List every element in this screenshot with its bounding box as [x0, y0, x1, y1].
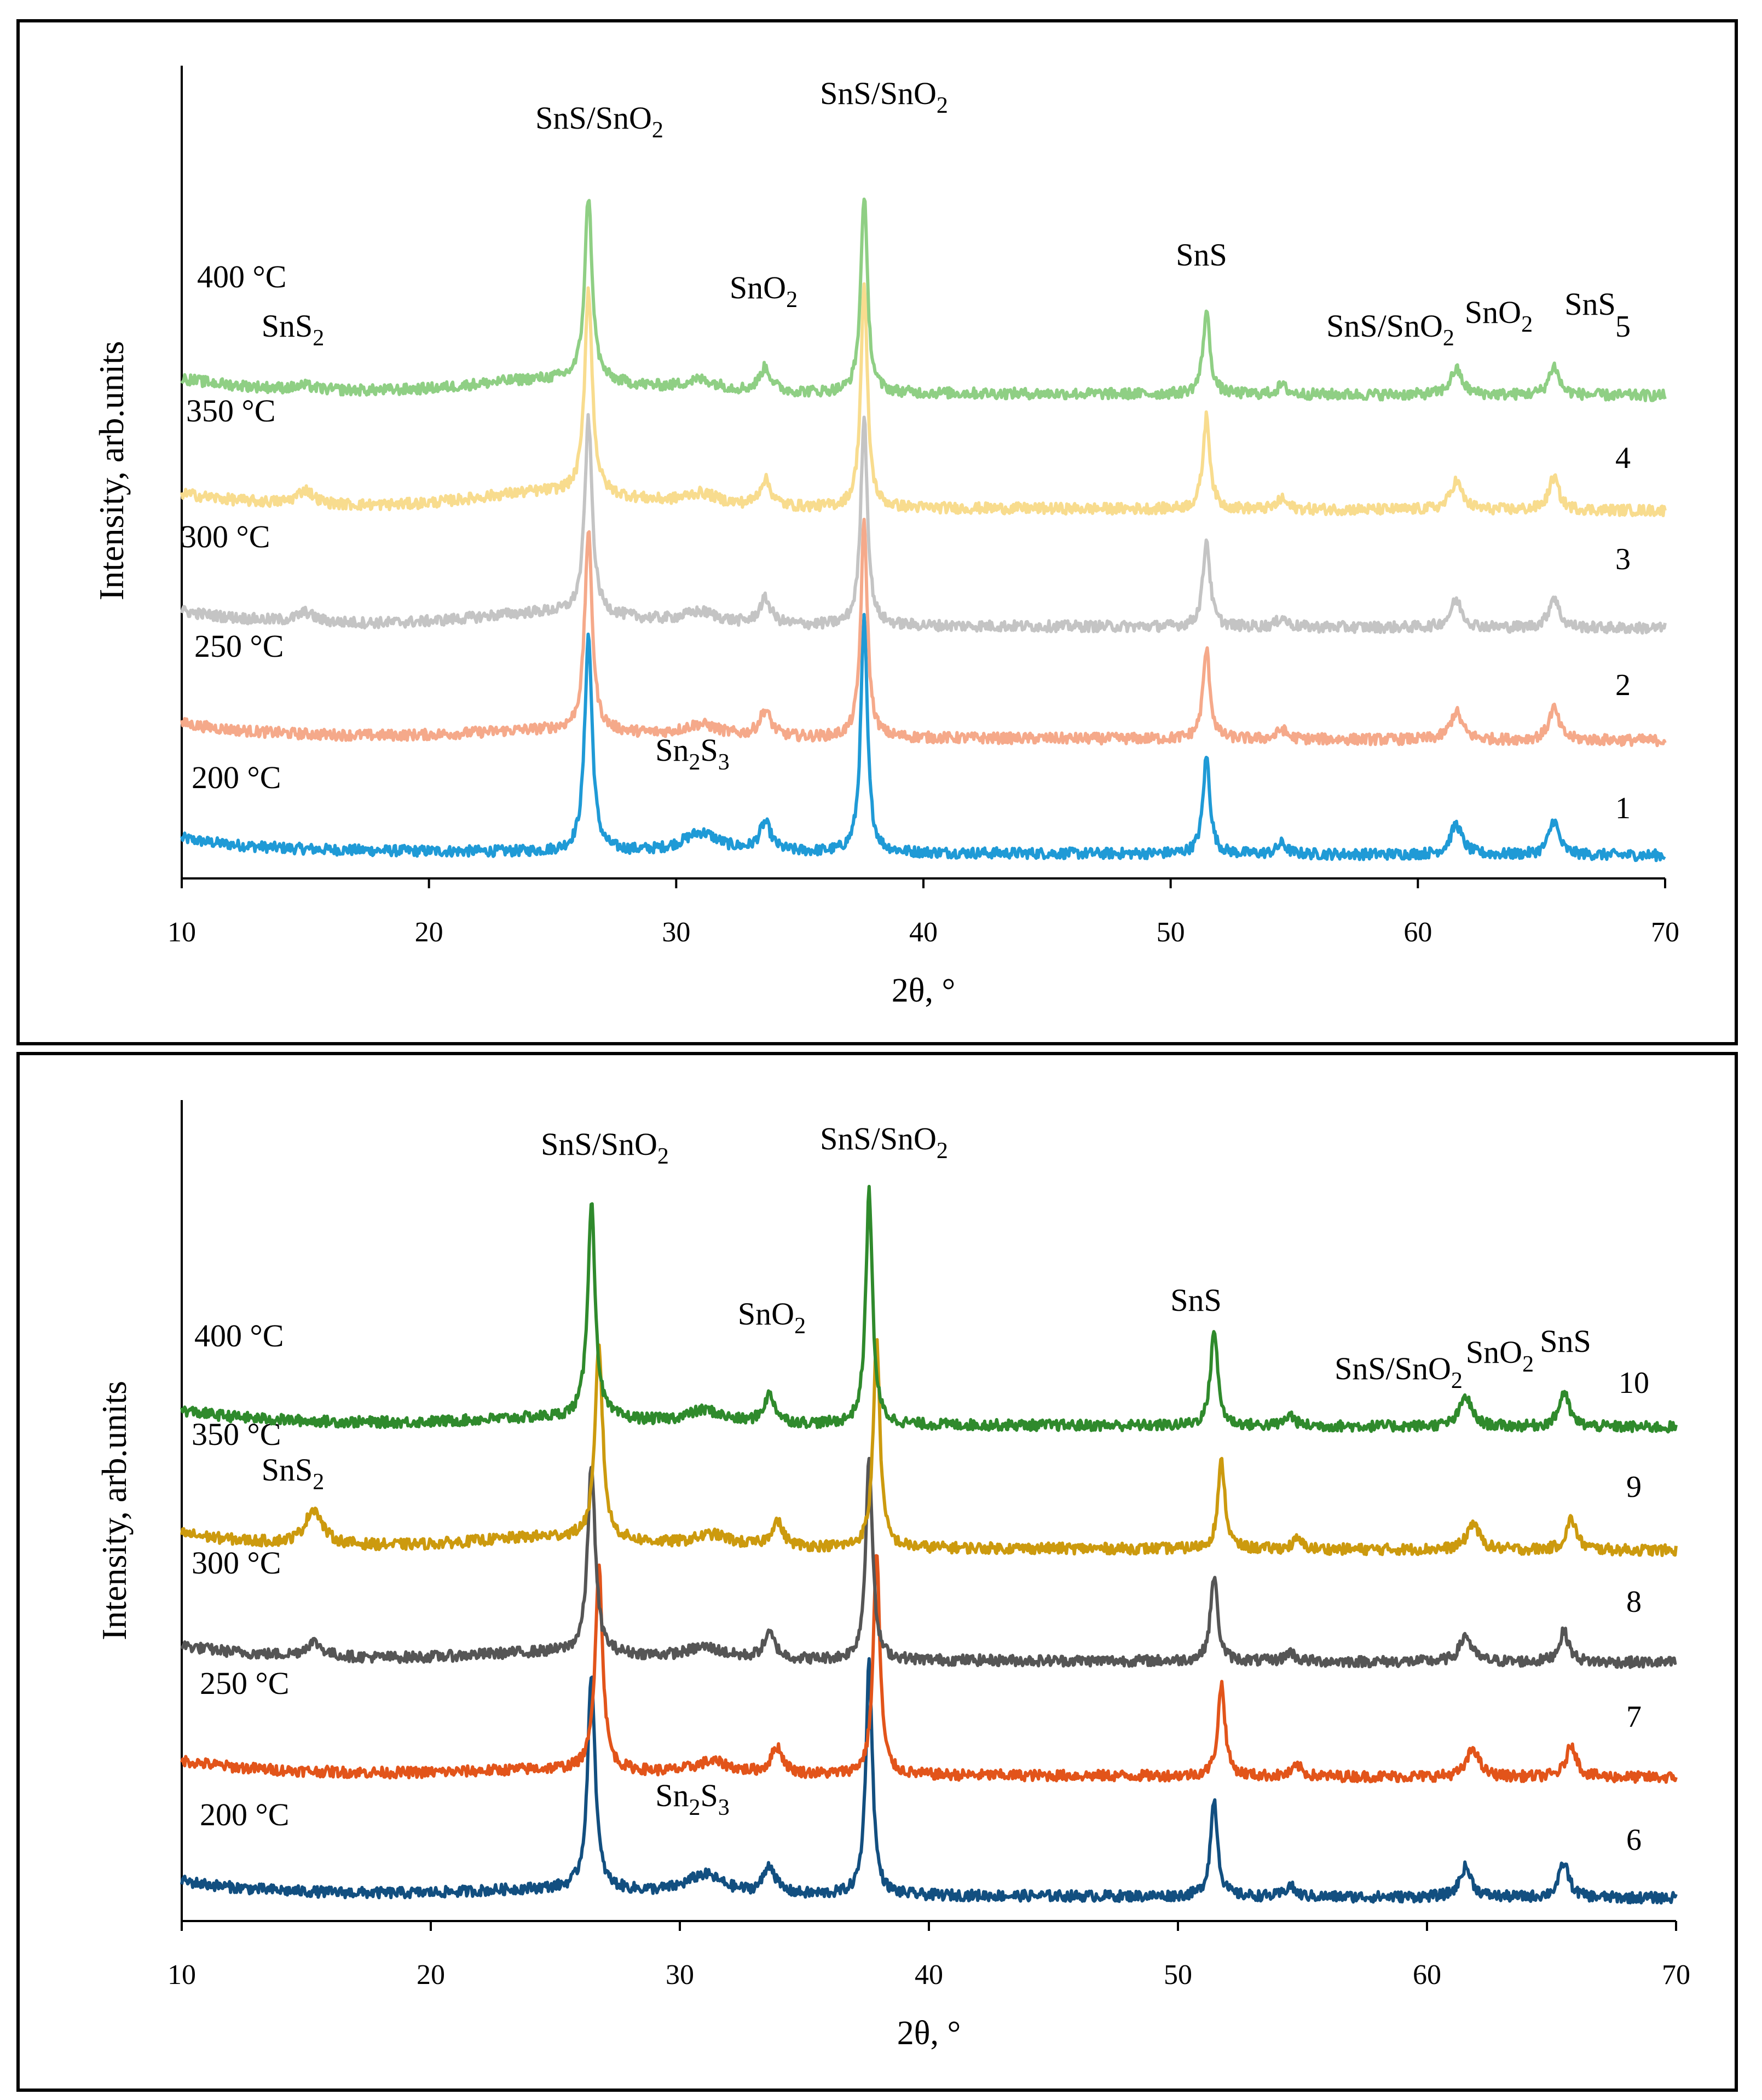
series-line-4 [180, 282, 1667, 517]
series-temperature-label-4: 350 °C [186, 393, 275, 429]
x-tick-label: 50 [1157, 917, 1185, 948]
x-tick-label: 50 [1164, 1959, 1192, 1991]
series-line-8 [180, 1456, 1677, 1669]
x-axis-label: 2θ, ° [892, 972, 956, 1009]
series-number-label-8: 8 [1626, 1585, 1642, 1619]
series-number-label-4: 4 [1615, 441, 1631, 475]
peak-label: SnS2 [262, 308, 325, 351]
series-number-label-3: 3 [1615, 542, 1631, 576]
series-line-2 [180, 518, 1667, 748]
peak-label: SnS/SnO2 [1326, 308, 1454, 351]
series-number-label-2: 2 [1615, 668, 1631, 702]
series-temperature-label-5: 400 °C [197, 259, 286, 294]
x-tick-label: 70 [1662, 1959, 1690, 1991]
series-line-9 [180, 1338, 1678, 1557]
x-tick-label: 40 [915, 1959, 943, 1991]
series-number-label-9: 9 [1626, 1470, 1642, 1504]
x-tick-label: 60 [1413, 1959, 1441, 1991]
series-number-label-5: 5 [1615, 310, 1631, 344]
y-axis-label: Intensity, arb.units [95, 1381, 134, 1640]
series-line-3 [180, 413, 1667, 635]
x-tick-label: 70 [1651, 917, 1679, 948]
peak-label: SnS2 [262, 1452, 325, 1495]
x-tick-label: 60 [1403, 917, 1432, 948]
x-axis-label: 2θ, ° [897, 2015, 961, 2052]
series-line-1 [180, 612, 1666, 863]
peak-label: SnS/SnO2 [1335, 1351, 1463, 1393]
x-tick-label: 30 [662, 917, 690, 948]
series-temperature-label-1: 200 °C [192, 760, 281, 795]
series-number-label-6: 6 [1626, 1823, 1642, 1857]
peak-label: SnS/SnO2 [820, 1121, 948, 1164]
chart-panel-1: 10 20 30 40 50 60 70 2θ, ° Intensity, arb.units 2… [92, 66, 1679, 1009]
series-number-label-7: 7 [1626, 1700, 1642, 1734]
x-tick-label: 10 [167, 917, 196, 948]
x-tick-label: 20 [415, 917, 443, 948]
series-temperature-label-2: 250 °C [194, 628, 284, 664]
peak-label: SnS/SnO2 [820, 76, 948, 118]
series-line-7 [180, 1554, 1678, 1784]
series-temperature-label-7: 250 °C [200, 1665, 289, 1701]
top-panel-frame [16, 19, 1738, 1045]
x-tick-label: 30 [666, 1959, 694, 1991]
series-line-5 [180, 198, 1667, 402]
peak-label: SnO2 [1465, 294, 1533, 337]
series-temperature-label-10: 400 °C [194, 1318, 284, 1353]
peak-label: SnS/SnO2 [535, 100, 663, 143]
x-tick-label: 10 [167, 1959, 196, 1991]
x-tick-label: 40 [909, 917, 938, 948]
peak-label: SnO2 [1466, 1334, 1534, 1377]
series-line-10 [180, 1184, 1678, 1434]
chart-panel-2: 10 20 30 40 50 60 70 2θ, ° Intensity, arb.units 2… [95, 1100, 1690, 2052]
series-temperature-label-6: 200 °C [200, 1797, 289, 1832]
peak-label: Sn2S3 [655, 732, 730, 775]
series-line-6 [180, 1657, 1678, 1905]
series-temperature-label-8: 300 °C [192, 1545, 281, 1581]
peak-label: SnS [1564, 286, 1616, 322]
peak-label: SnO2 [738, 1296, 806, 1339]
peak-label: SnS [1540, 1323, 1591, 1359]
peak-label: SnS [1170, 1282, 1222, 1318]
peak-label: SnS [1176, 237, 1227, 273]
series-temperature-label-3: 300 °C [181, 519, 270, 554]
y-axis-label: Intensity, arb.units [92, 341, 131, 600]
peak-label: SnO2 [730, 270, 798, 313]
series-number-label-1: 1 [1615, 791, 1631, 825]
bottom-panel-frame [16, 1052, 1738, 2092]
x-tick-label: 20 [417, 1959, 445, 1991]
peak-label: SnS/SnO2 [541, 1126, 669, 1169]
series-number-label-10: 10 [1619, 1366, 1649, 1400]
peak-label: Sn2S3 [655, 1778, 730, 1820]
